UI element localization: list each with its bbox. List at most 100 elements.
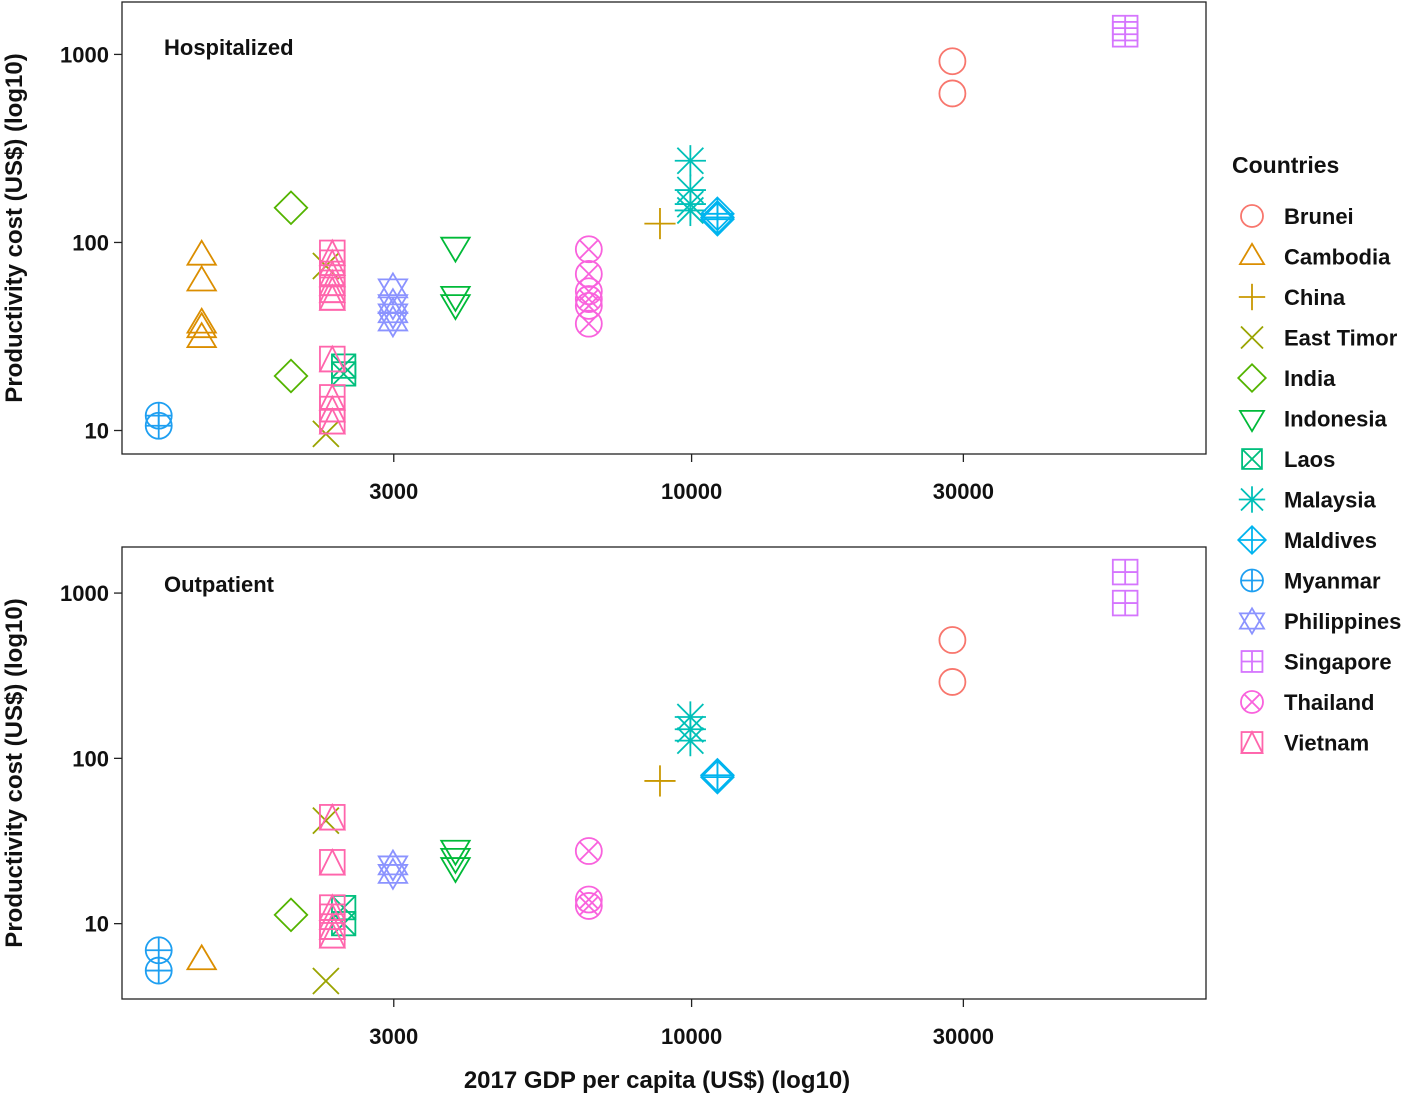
legend-label: India [1284,366,1336,391]
data-point-indonesia [439,294,472,321]
y-tick-label: 10 [85,419,109,444]
data-point-maldives [699,201,735,237]
legend-item-indonesia: Indonesia [1238,407,1387,433]
data-point-vietnam [318,920,347,949]
legend: Countries Brunei Cambodia China East Timor I… [1232,152,1401,756]
data-point-cambodia [185,264,218,292]
square-triangle-icon [1240,730,1264,754]
legend-label: Philippines [1284,609,1401,634]
diamond-plus-icon [1236,524,1268,556]
data-point-indonesia [439,847,472,875]
data-point-thailand [574,837,603,865]
star-of-david-icon [1238,606,1266,636]
legend-item-myanmar: Myanmar [1240,568,1381,594]
data-point-vietnam [318,847,347,876]
legend-item-east-timor: East Timor [1240,325,1398,351]
data-point-cambodia [185,321,218,348]
y-tick-label: 10 [85,912,109,937]
legend-item-thailand: Thailand [1240,690,1374,715]
data-point-thailand [574,885,603,914]
legend-item-india: India [1236,362,1336,394]
data-point-india [273,897,309,933]
legend-item-vietnam: Vietnam [1240,730,1369,756]
legend-item-brunei: Brunei [1240,204,1354,229]
data-point-thailand [574,285,603,313]
x-tick-label: 10000 [661,1024,722,1049]
legend-label: Singapore [1284,650,1392,675]
data-point-myanmar [144,411,173,440]
circle-icon [1240,204,1264,228]
data-point-thailand [574,235,603,264]
legend-label: China [1284,285,1346,310]
x-tick-label: 3000 [369,479,418,504]
x-tick-label: 10000 [661,479,722,504]
data-point-vietnam [318,275,347,304]
x-axis-title: 2017 GDP per capita (US$) (log10) [464,1067,850,1094]
data-point-vietnam [318,283,347,311]
down-triangle-icon [1238,410,1266,433]
y-axis-title: Productivity cost (US$) (log10) [1,598,28,947]
circle-plus-icon [1240,568,1264,593]
data-point-brunei [938,47,967,76]
data-point-vietnam [318,268,347,297]
data-point-indonesia [439,857,472,884]
x-tick-label: 3000 [369,1024,418,1049]
data-point-brunei [938,626,967,654]
cross-icon [1240,325,1264,350]
data-point-east-timor [312,967,340,995]
data-point-malaysia [674,725,706,757]
legend-label: Cambodia [1284,245,1391,270]
data-point-indonesia [439,839,472,867]
data-point-singapore [1111,589,1139,617]
panel-title: Outpatient [164,572,275,597]
plus-icon [1238,283,1266,311]
legend-item-laos: Laos [1241,447,1335,472]
data-point-vietnam [318,344,347,373]
plot-frame [121,546,1207,1000]
boxed-x-icon [1241,448,1263,470]
legend-item-china: China [1238,283,1346,311]
legend-label: Thailand [1284,690,1374,715]
data-point-brunei [938,668,967,696]
y-tick-label: 1000 [60,581,109,606]
data-points [144,558,1139,995]
data-point-cambodia [185,943,218,971]
data-point-china [644,765,676,797]
y-axis-title: Productivity cost (US$) (log10) [1,53,28,402]
data-point-thailand [574,277,603,306]
data-point-vietnam [318,406,347,435]
data-point-myanmar [144,956,173,985]
data-point-india [273,358,309,394]
legend-item-malaysia: Malaysia [1238,486,1376,513]
legend-item-cambodia: Cambodia [1238,242,1391,270]
data-point-cambodia [185,239,218,266]
legend-label: Laos [1284,447,1335,472]
asterisk-icon [1238,486,1266,513]
triangle-icon [1238,242,1266,265]
data-point-singapore [1111,558,1139,586]
panel-title: Hospitalized [164,35,294,60]
legend-item-maldives: Maldives [1236,524,1377,556]
legend-label: Myanmar [1284,569,1381,594]
legend-label: Malaysia [1284,488,1376,513]
data-point-malaysia [674,194,706,227]
data-point-cambodia [185,311,218,339]
legend-label: Vietnam [1284,731,1369,756]
legend-label: Maldives [1284,528,1377,553]
data-point-china [644,207,676,240]
circle-x-icon [1240,690,1264,714]
data-point-indonesia [439,285,472,313]
diamond-icon [1236,362,1268,394]
data-point-philippines [377,857,409,891]
data-point-malaysia [674,145,706,177]
y-tick-label: 100 [72,230,109,255]
data-point-philippines [377,304,409,339]
data-point-maldives [699,759,735,795]
y-tick-label: 1000 [60,42,109,67]
legend-label: Brunei [1284,204,1354,229]
legend-label: East Timor [1284,326,1398,351]
x-tick-label: 30000 [933,479,994,504]
legend-label: Indonesia [1284,407,1387,432]
